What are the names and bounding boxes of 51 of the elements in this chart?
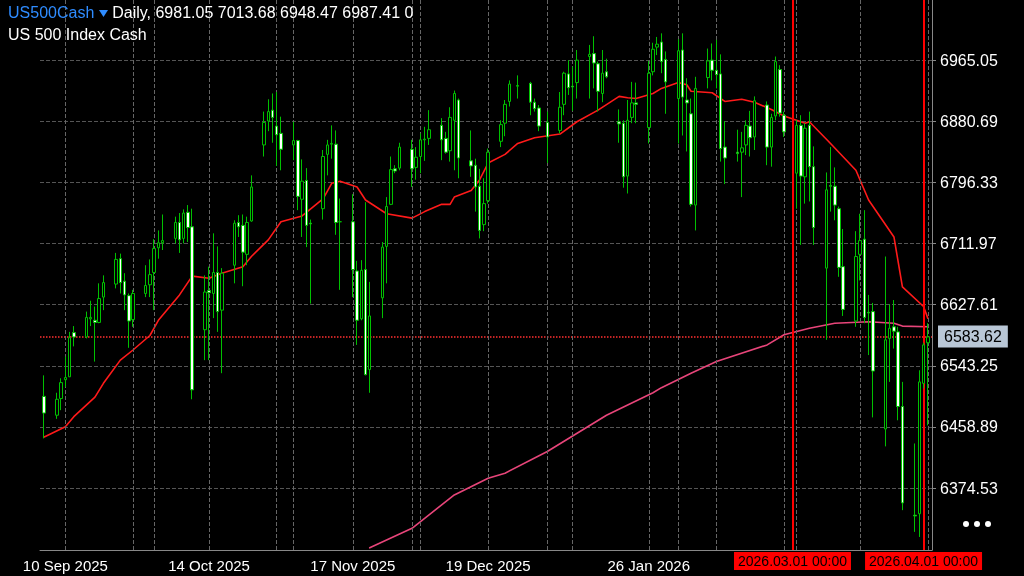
candlestick bbox=[102, 274, 105, 311]
candlestick bbox=[765, 100, 769, 166]
candlestick bbox=[190, 208, 194, 400]
x-tick-label: 14 Oct 2025 bbox=[168, 557, 250, 574]
candlestick bbox=[64, 356, 67, 388]
candlestick bbox=[389, 156, 393, 206]
candlestick bbox=[262, 111, 266, 158]
candlestick bbox=[634, 82, 638, 124]
candlestick bbox=[271, 92, 274, 144]
candlestick bbox=[321, 149, 325, 221]
y-tick-label: 6880.69 bbox=[940, 112, 998, 130]
candlestick bbox=[241, 213, 245, 287]
candlestick bbox=[799, 114, 803, 246]
candlestick bbox=[114, 252, 118, 289]
candlestick bbox=[884, 256, 887, 447]
candlestick bbox=[233, 219, 236, 284]
y-tick-label: 6374.53 bbox=[940, 479, 998, 497]
candlestick bbox=[913, 442, 917, 533]
candlestick bbox=[546, 111, 549, 164]
candlestick bbox=[516, 74, 519, 100]
candlestick bbox=[178, 212, 181, 254]
y-tick-label: 6627.61 bbox=[940, 296, 998, 314]
y-tick-label: 6543.25 bbox=[940, 357, 998, 375]
x-tick-label: 19 Dec 2025 bbox=[445, 557, 531, 574]
y-tick-label: 6965.05 bbox=[940, 51, 998, 69]
annotation: Daily, 6981.05 7013.68 6948.47 6987.41 0 bbox=[112, 4, 414, 21]
candlestick bbox=[626, 99, 629, 194]
ref-line-label: 2026.04.01 00:00 bbox=[869, 553, 979, 569]
candlestick bbox=[250, 174, 253, 223]
candlestick bbox=[42, 374, 46, 439]
x-tick-label: 17 Nov 2025 bbox=[310, 557, 396, 574]
line-series bbox=[368, 320, 929, 549]
candlestick bbox=[575, 49, 579, 100]
y-tick-label: 6458.89 bbox=[940, 418, 998, 436]
x-tick-label: 10 Sep 2025 bbox=[22, 557, 108, 574]
text: US 500 Index Cash bbox=[8, 25, 148, 45]
candlestick bbox=[144, 264, 147, 298]
candlestick bbox=[825, 171, 828, 341]
candlestick bbox=[630, 81, 634, 124]
candlestick bbox=[529, 81, 532, 116]
ref-line-label: 6583.62 bbox=[944, 328, 1002, 346]
candlestick bbox=[152, 238, 156, 311]
y-tick-label: 6796.33 bbox=[940, 173, 998, 191]
y-tick-label: 6711.97 bbox=[940, 235, 997, 252]
candlestick bbox=[926, 322, 930, 426]
line-series bbox=[43, 81, 929, 438]
candlestick bbox=[410, 139, 414, 188]
ref-line-label: 2026.03.01 00:00 bbox=[737, 553, 848, 569]
x-tick-label: 26 Jan 2026 bbox=[607, 557, 691, 574]
chart-title: US500Cash bbox=[8, 4, 95, 21]
candlestick bbox=[508, 79, 511, 108]
